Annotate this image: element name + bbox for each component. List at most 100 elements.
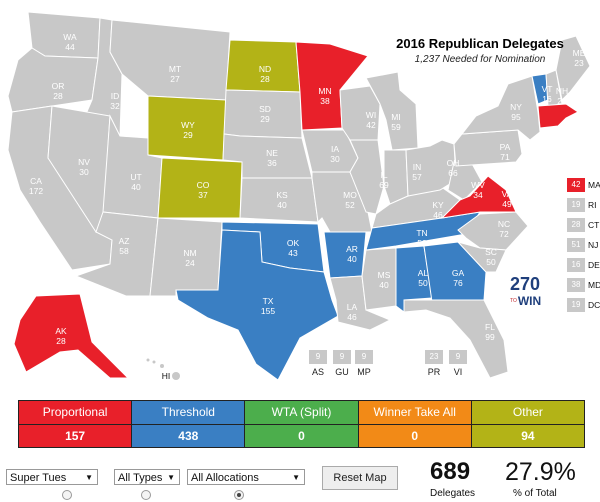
territory-abbr: AS bbox=[311, 367, 324, 377]
small-state-count[interactable]: 19 bbox=[567, 198, 585, 212]
state-label-WY: WY bbox=[181, 120, 195, 130]
state-label-LA: LA bbox=[347, 302, 358, 312]
state-count-AZ: 58 bbox=[119, 246, 129, 256]
state-VA[interactable] bbox=[440, 175, 517, 219]
state-TX[interactable] bbox=[175, 229, 339, 381]
territory-GU[interactable]: 9 GU bbox=[330, 350, 354, 377]
state-count-FL: 99 bbox=[485, 332, 495, 342]
delegate-total-label: Delegates bbox=[430, 488, 476, 499]
state-label-ME: ME bbox=[573, 48, 586, 58]
logo-number: 270 bbox=[510, 274, 541, 294]
state-count-AL: 50 bbox=[418, 278, 428, 288]
legend-proportional[interactable]: Proportional 157 bbox=[19, 401, 133, 447]
small-state-count[interactable]: 51 bbox=[567, 238, 585, 252]
radio-allocation[interactable] bbox=[234, 490, 244, 500]
state-label-WI: WI bbox=[366, 110, 376, 120]
logo-270towin[interactable]: 270 TO WIN bbox=[510, 274, 548, 312]
state-label-VT: VT bbox=[542, 84, 553, 94]
territory-PR[interactable]: 23 PR bbox=[422, 350, 446, 377]
logo-suffix: WIN bbox=[517, 294, 542, 308]
state-FL[interactable] bbox=[403, 299, 509, 379]
small-state-abbr: DC bbox=[588, 300, 600, 310]
type-select[interactable]: All Types ▼ bbox=[114, 469, 180, 485]
legend-value: 0 bbox=[358, 425, 471, 447]
state-OR[interactable] bbox=[7, 47, 99, 113]
state-count-NC: 72 bbox=[499, 229, 509, 239]
territory-AS[interactable]: 9 AS bbox=[306, 350, 330, 377]
radio-date[interactable] bbox=[62, 490, 72, 500]
small-state-abbr: MD bbox=[588, 280, 600, 290]
state-count-NM: 24 bbox=[185, 258, 195, 268]
small-state-abbr: NJ bbox=[588, 240, 599, 250]
percent-total: 27.9% bbox=[505, 458, 576, 486]
state-AK[interactable] bbox=[13, 293, 130, 379]
state-ME[interactable] bbox=[555, 35, 591, 102]
legend-other[interactable]: Other 94 bbox=[471, 401, 585, 447]
state-count-SD: 29 bbox=[260, 114, 270, 124]
state-label-ID: ID bbox=[111, 91, 120, 101]
percent-total-label: % of Total bbox=[513, 488, 557, 499]
state-count-VT: 16 bbox=[542, 94, 552, 104]
territory-MP[interactable]: 9 MP bbox=[352, 350, 376, 377]
territory-abbr: VI bbox=[453, 367, 463, 377]
allocation-select[interactable]: All Allocations ▼ bbox=[187, 469, 305, 485]
state-count-OH: 66 bbox=[448, 168, 458, 178]
state-count-NH: 23 bbox=[557, 96, 567, 106]
state-label-WA: WA bbox=[63, 32, 77, 42]
territory-count: 9 bbox=[333, 350, 351, 364]
allocation-select-value: All Allocations bbox=[191, 472, 259, 484]
legend-threshold[interactable]: Threshold 438 bbox=[132, 401, 246, 447]
state-count-UT: 40 bbox=[131, 182, 141, 192]
state-MA[interactable] bbox=[537, 103, 579, 129]
territory-count: 9 bbox=[355, 350, 373, 364]
state-label-KS: KS bbox=[276, 190, 288, 200]
state-SC[interactable] bbox=[456, 241, 507, 273]
state-label-FL: FL bbox=[485, 322, 495, 332]
state-IN[interactable] bbox=[383, 149, 409, 205]
small-state-abbr: MA bbox=[588, 180, 600, 190]
reset-map-button[interactable]: Reset Map bbox=[322, 466, 398, 490]
territory-abbr: PR bbox=[427, 367, 441, 377]
state-label-UT: UT bbox=[130, 172, 141, 182]
small-state-count[interactable]: 16 bbox=[567, 258, 585, 272]
state-label-MS: MS bbox=[378, 270, 391, 280]
state-count-OK: 43 bbox=[288, 248, 298, 258]
state-label-PA: PA bbox=[500, 142, 511, 152]
allocation-legend: Proportional 157 Threshold 438 WTA (Split) 0 W… bbox=[18, 400, 585, 448]
small-state-count[interactable]: 19 bbox=[567, 298, 585, 312]
state-NY[interactable] bbox=[460, 75, 541, 141]
small-state-count[interactable]: 38 bbox=[567, 278, 585, 292]
radio-type[interactable] bbox=[141, 490, 151, 500]
legend-wta_split[interactable]: WTA (Split) 0 bbox=[245, 401, 359, 447]
territory-count: 9 bbox=[449, 350, 467, 364]
state-PA[interactable] bbox=[453, 129, 523, 167]
state-NC[interactable] bbox=[457, 211, 529, 251]
state-MS[interactable] bbox=[361, 247, 397, 311]
territory-VI[interactable]: 9 VI bbox=[446, 350, 470, 377]
territory-count: 9 bbox=[309, 350, 327, 364]
state-count-IN: 57 bbox=[412, 172, 422, 182]
small-state-count[interactable]: 28 bbox=[567, 218, 585, 232]
date-select[interactable]: Super Tues ▼ bbox=[6, 469, 98, 485]
state-count-VA: 49 bbox=[502, 199, 512, 209]
small-state-count[interactable]: 42 bbox=[567, 178, 585, 192]
state-label-AR: AR bbox=[346, 244, 358, 254]
type-select-value: All Types bbox=[118, 472, 163, 484]
territory-abbr: GU bbox=[335, 367, 349, 377]
state-label-TX: TX bbox=[263, 296, 274, 306]
state-label-IN: IN bbox=[413, 162, 422, 172]
state-IL[interactable] bbox=[349, 139, 385, 215]
state-GA[interactable] bbox=[423, 241, 487, 303]
legend-label: Winner Take All bbox=[358, 401, 471, 425]
legend-value: 0 bbox=[245, 425, 358, 447]
state-label-NH: NH bbox=[556, 86, 568, 96]
state-MT[interactable] bbox=[109, 19, 231, 101]
state-count-KS: 40 bbox=[277, 200, 287, 210]
chevron-down-icon: ▼ bbox=[167, 473, 175, 482]
small-state-abbr: DE bbox=[588, 260, 600, 270]
legend-winner_take_all[interactable]: Winner Take All 0 bbox=[358, 401, 472, 447]
chevron-down-icon: ▼ bbox=[85, 473, 93, 482]
state-label-OR: OR bbox=[52, 81, 65, 91]
state-AR[interactable] bbox=[323, 231, 367, 279]
